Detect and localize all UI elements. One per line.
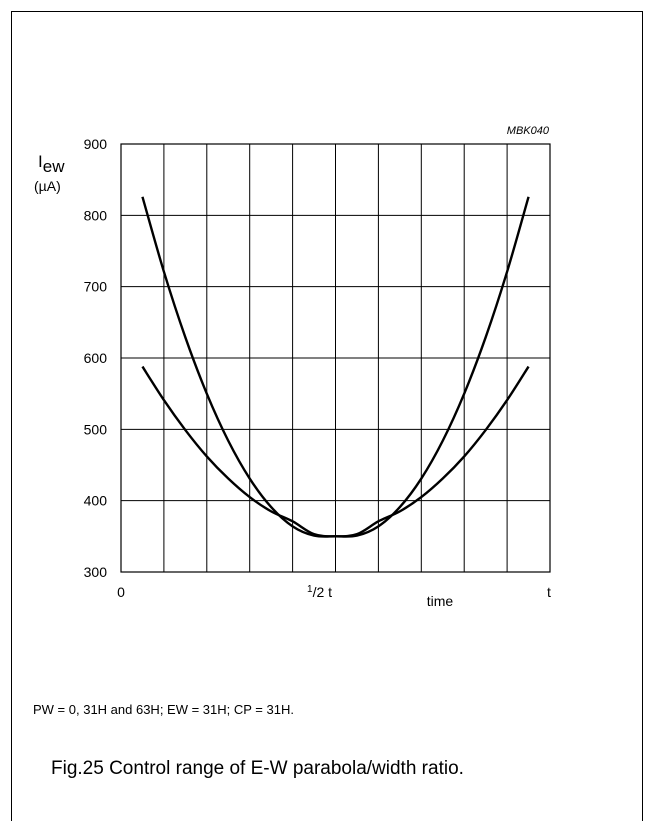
y-tick-labels: 300 400 500 600 700 800 900 <box>84 136 108 580</box>
curves <box>141 196 530 538</box>
y-tick-label: 400 <box>84 493 108 509</box>
x-tick-half: 1/2 t <box>307 584 332 600</box>
y-tick-label: 500 <box>84 421 108 437</box>
x-tick-zero: 0 <box>117 584 125 600</box>
x-tick-half-label: /2 t <box>313 584 333 600</box>
x-axis-label: time <box>427 593 454 609</box>
grid <box>121 144 550 572</box>
series-line-2 <box>141 365 530 538</box>
y-tick-label: 800 <box>84 207 108 223</box>
chart-id-tag: MBK040 <box>507 125 550 137</box>
y-axis-label-sub: ew <box>43 157 65 176</box>
y-tick-label: 900 <box>84 136 108 152</box>
figure-note: PW = 0, 31H and 63H; EW = 31H; CP = 31H. <box>33 702 294 717</box>
x-tick-end: t <box>547 584 551 600</box>
y-axis-unit: (µA) <box>34 178 61 194</box>
y-axis-label: Iew <box>38 152 65 176</box>
figure-caption: Fig.25 Control range of E-W parabola/wid… <box>51 758 464 779</box>
y-tick-label: 600 <box>84 350 108 366</box>
x-tick-half-superscript: 1 <box>307 584 313 595</box>
y-tick-label: 700 <box>84 279 108 295</box>
figure-frame <box>11 11 643 821</box>
y-axis-label-main: I <box>38 152 43 171</box>
y-tick-label: 300 <box>84 564 108 580</box>
